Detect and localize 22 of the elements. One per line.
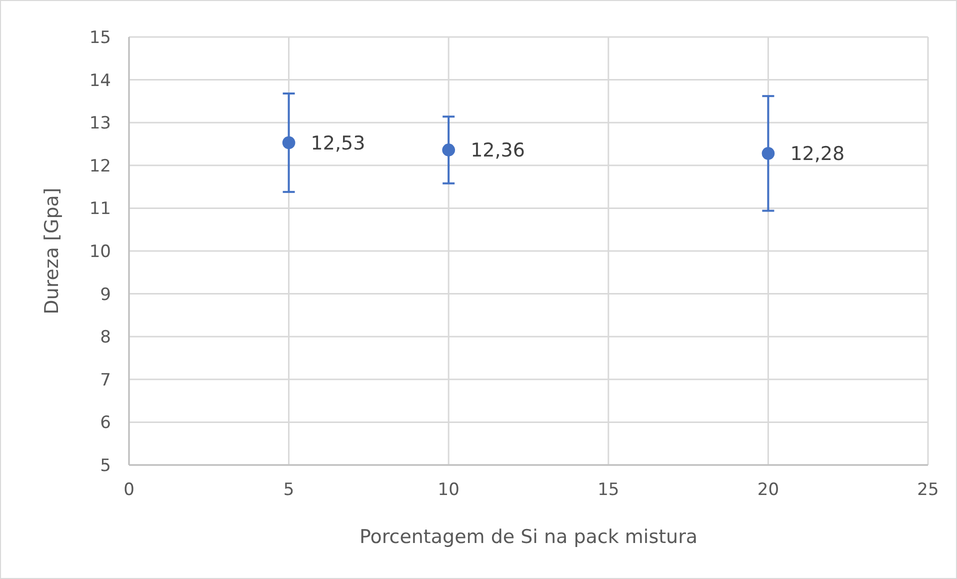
y-tick-label: 15	[89, 28, 111, 48]
y-tick-label: 10	[89, 242, 111, 262]
data-label: 12,36	[470, 140, 526, 162]
x-tick-label: 15	[598, 480, 620, 500]
y-tick-label: 13	[89, 114, 111, 134]
y-axis-title: Dureza [Gpa]	[41, 188, 63, 314]
x-tick-label: 20	[757, 480, 780, 500]
data-label: 12,28	[790, 143, 845, 166]
y-tick-label: 11	[89, 199, 111, 220]
x-axis-title: Porcentagem de Si na pack mistura	[359, 526, 698, 548]
y-tick-label: 14	[89, 70, 111, 91]
data-label: 12,53	[310, 132, 366, 154]
y-tick-label: 7	[100, 370, 111, 390]
y-tick-label: 9	[100, 284, 111, 305]
y-tick-label: 5	[100, 456, 111, 476]
x-tick-label: 0	[124, 480, 134, 500]
y-tick-label: 6	[100, 413, 111, 434]
x-tick-label: 5	[283, 480, 294, 500]
x-tick-label: 25	[917, 480, 939, 500]
y-tick-label: 8	[100, 328, 111, 348]
y-tick-label: 12	[89, 156, 111, 176]
x-tick-label: 10	[438, 480, 460, 500]
